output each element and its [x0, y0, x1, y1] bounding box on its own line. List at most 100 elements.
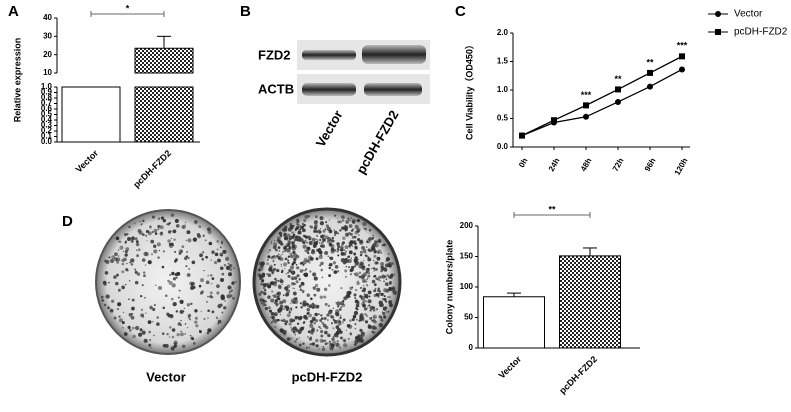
- colony: [358, 337, 363, 342]
- colony: [385, 278, 388, 281]
- colony: [361, 318, 365, 322]
- colony: [313, 321, 317, 325]
- colony: [289, 265, 295, 270]
- colony: [293, 276, 298, 280]
- colony: [280, 265, 283, 267]
- colony: [270, 321, 273, 324]
- colony: [292, 326, 297, 331]
- colony: [294, 316, 298, 320]
- colony: [348, 243, 351, 245]
- colony: [347, 337, 350, 340]
- colony: [164, 343, 169, 348]
- y-tick-label: 0.6: [41, 104, 53, 113]
- y-tick-label: 1.0: [41, 82, 53, 91]
- colony: [302, 326, 305, 329]
- colony: [124, 283, 127, 286]
- colony: [354, 261, 357, 264]
- colony: [267, 255, 271, 259]
- colony: [308, 337, 313, 341]
- colony: [367, 305, 369, 308]
- colony: [369, 316, 373, 320]
- colony: [153, 334, 155, 337]
- colony: [336, 247, 340, 251]
- colony: [170, 230, 172, 232]
- colony: [172, 301, 177, 307]
- colony: [330, 315, 335, 319]
- colony: [354, 323, 357, 326]
- colony: [267, 259, 269, 261]
- colony: [372, 331, 376, 334]
- colony: [295, 235, 299, 239]
- colony: [321, 276, 324, 279]
- colony: [220, 240, 224, 243]
- colony: [274, 302, 278, 306]
- colony: [386, 274, 389, 277]
- colony: [168, 243, 174, 249]
- colony: [299, 228, 302, 231]
- colony: [339, 316, 342, 319]
- colony: [228, 290, 232, 293]
- colony: [296, 322, 300, 325]
- colony: [334, 230, 338, 235]
- colony: [327, 237, 331, 241]
- colony: [328, 347, 331, 349]
- colony: [128, 225, 131, 229]
- colony: [313, 293, 317, 297]
- colony: [324, 342, 328, 346]
- colony: [287, 242, 291, 246]
- colony: [290, 326, 292, 329]
- colony: [330, 343, 335, 348]
- colony: [361, 295, 365, 300]
- colony: [339, 229, 342, 232]
- colony: [363, 227, 365, 229]
- colony: [298, 343, 302, 347]
- colony: [217, 319, 222, 324]
- colony: [337, 319, 341, 323]
- colony: [369, 309, 372, 312]
- colony: [107, 306, 110, 310]
- colony: [198, 225, 202, 228]
- colony: [117, 249, 120, 251]
- colony: [368, 228, 372, 232]
- colony: [292, 282, 295, 285]
- colony: [381, 311, 384, 313]
- colony: [353, 240, 356, 244]
- colony: [186, 326, 189, 329]
- colony: [311, 327, 315, 331]
- colony: [162, 344, 166, 348]
- colony: [121, 285, 125, 290]
- colony: [116, 260, 120, 264]
- colony: [349, 332, 353, 336]
- colony: [280, 319, 283, 322]
- colony: [221, 311, 224, 314]
- panel-letter: C: [455, 3, 466, 20]
- colony: [152, 244, 157, 248]
- colony: [180, 332, 184, 337]
- colony: [136, 254, 139, 258]
- colony: [390, 273, 394, 277]
- colony: [285, 273, 288, 275]
- colony: [219, 266, 224, 271]
- colony: [201, 257, 204, 261]
- colony: [284, 257, 288, 261]
- marker: [551, 117, 557, 124]
- colony: [327, 255, 329, 257]
- colony: [118, 240, 120, 243]
- colony: [149, 306, 153, 310]
- colony: [281, 283, 283, 286]
- bar: [134, 86, 194, 143]
- colony: [134, 268, 137, 271]
- colony: [319, 239, 322, 242]
- colony: [211, 277, 215, 281]
- colony: [181, 245, 185, 249]
- colony: [205, 300, 209, 304]
- colony: [168, 336, 171, 338]
- colony: [318, 255, 323, 259]
- colony: [224, 256, 230, 262]
- colony: [365, 254, 368, 258]
- colony: [357, 280, 359, 283]
- colony: [365, 246, 368, 248]
- colony: [313, 229, 317, 233]
- colony: [350, 233, 353, 236]
- colony: [309, 320, 314, 324]
